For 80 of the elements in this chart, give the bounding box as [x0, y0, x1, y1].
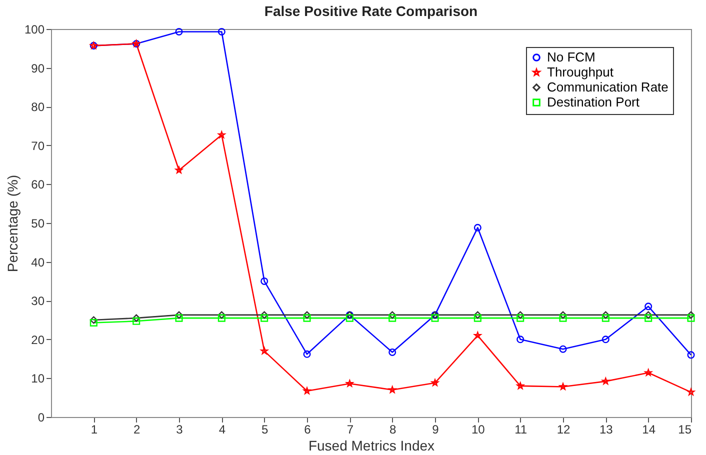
point [431, 379, 439, 386]
x-tick-label: 7 [346, 422, 354, 436]
legend-label: No FCM [547, 50, 596, 64]
point [474, 311, 482, 319]
point [90, 316, 98, 324]
x-tick-label: 9 [432, 422, 440, 436]
point [474, 224, 482, 232]
point [175, 311, 183, 319]
y-axis-title: Percentage (%) [4, 174, 20, 272]
y-tick-label: 60 [31, 178, 45, 192]
point [218, 28, 226, 36]
y-tick-label: 0 [38, 410, 45, 424]
point [388, 314, 396, 322]
point [218, 314, 226, 322]
y-tick-label: 70 [31, 138, 45, 153]
point [602, 314, 610, 322]
point [516, 314, 524, 322]
point [260, 311, 268, 319]
point [516, 336, 524, 344]
y-tick-label: 90 [31, 61, 45, 76]
y-tick-label: 50 [31, 216, 45, 230]
x-tick-label: 15 [678, 422, 692, 436]
legend-label: Communication Rate [547, 80, 668, 94]
x-tick-label: 14 [642, 422, 656, 436]
point [474, 332, 482, 339]
legend-label: Destination Port [547, 94, 640, 110]
point [431, 314, 439, 322]
point [602, 311, 610, 319]
point [218, 131, 226, 138]
point [687, 314, 695, 322]
point [175, 314, 183, 322]
point [132, 317, 140, 325]
point [346, 314, 354, 322]
point [602, 336, 610, 344]
point [132, 314, 140, 322]
chart-title: False Positive Rate Comparison [264, 3, 478, 19]
x-tick-label: 8 [389, 422, 396, 436]
point [559, 345, 567, 353]
x-tick-label: 12 [556, 422, 570, 436]
x-tick-label: 2 [133, 422, 140, 436]
point [260, 347, 268, 354]
point [602, 378, 610, 384]
point [260, 314, 268, 322]
point [218, 311, 226, 319]
point [516, 311, 524, 319]
y-tick-label: 20 [31, 332, 45, 347]
x-tick-label: 6 [304, 422, 312, 436]
x-tick-label: 5 [261, 422, 268, 436]
x-tick-label: 11 [514, 422, 528, 436]
point [175, 166, 183, 174]
point [644, 314, 652, 322]
point [303, 311, 311, 319]
point [559, 314, 567, 322]
legend-label: Throughput [547, 64, 614, 80]
y-tick-label: 30 [31, 294, 45, 308]
point [303, 314, 311, 322]
x-tick-label: 1 [90, 422, 98, 436]
point [687, 311, 695, 319]
point [644, 302, 652, 310]
y-tick-label: 80 [31, 100, 45, 114]
point [559, 311, 567, 319]
point [175, 28, 183, 36]
point [303, 387, 311, 394]
x-axis-title: Fused Metrics Index [308, 438, 435, 454]
y-tick-label: 100 [24, 22, 45, 36]
point [388, 348, 396, 356]
x-tick-label: 4 [218, 422, 226, 436]
y-tick-label: 40 [31, 255, 45, 270]
point [90, 318, 98, 326]
x-tick-label: 10 [471, 422, 486, 436]
point [559, 382, 567, 390]
x-tick-label: 3 [176, 422, 184, 436]
point [388, 311, 396, 319]
point [687, 388, 695, 396]
point [260, 277, 268, 285]
point [303, 350, 311, 358]
point [644, 311, 652, 319]
x-tick-label: 13 [599, 422, 614, 436]
y-tick-label: 10 [31, 372, 45, 386]
point [474, 314, 482, 322]
